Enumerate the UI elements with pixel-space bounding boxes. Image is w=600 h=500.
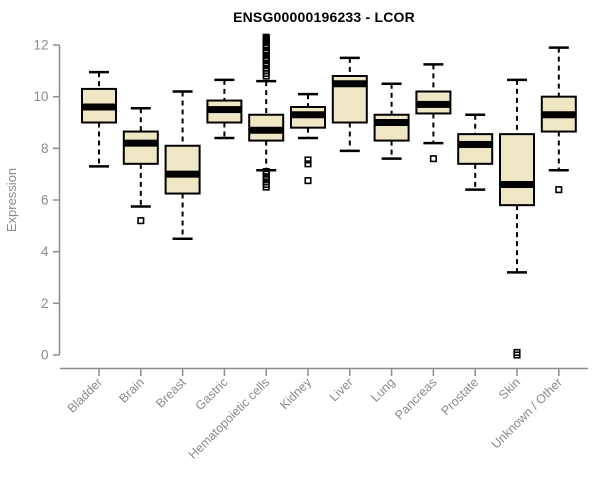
outlier-point — [137, 217, 145, 225]
boxplot-hematopoietic-cells — [248, 33, 285, 191]
outlier-point — [555, 186, 563, 194]
y-axis-tick-label: 2 — [41, 296, 49, 311]
x-axis-tick-label: Pancreas — [392, 375, 439, 422]
outlier-point — [262, 72, 270, 80]
chart-title: ENSG00000196233 - LCOR — [233, 9, 415, 25]
median-line — [332, 80, 367, 88]
outlier-point — [262, 183, 270, 191]
x-axis-tick-label: Bladder — [65, 375, 105, 415]
y-axis-tick-label: 8 — [41, 141, 49, 156]
boxplot-bladder — [81, 70, 117, 168]
x-axis-tick-label: Gastric — [193, 375, 231, 413]
boxplot-breast — [164, 90, 201, 240]
box-iqr — [164, 144, 201, 195]
boxplot-lung — [373, 82, 410, 160]
boxplot-prostate — [457, 113, 494, 191]
median-line — [165, 170, 200, 178]
x-axis-tick-label: Brain — [116, 375, 147, 406]
median-line — [458, 140, 493, 148]
box-iqr — [373, 113, 410, 142]
x-axis-tick-label: Lung — [368, 375, 398, 405]
outlier-point — [429, 155, 437, 163]
y-axis-tick-label: 10 — [33, 89, 48, 104]
median-line — [207, 106, 242, 114]
boxplot-unknown-other — [540, 46, 577, 194]
median-line — [82, 103, 116, 111]
y-axis-tick-label: 0 — [41, 348, 49, 363]
x-axis-tick-label: Hematopoietic cells — [186, 375, 273, 462]
y-axis-tick-label: 6 — [41, 193, 49, 208]
y-axis-tick-label: 12 — [33, 38, 48, 53]
x-axis-tick-label: Skin — [496, 375, 523, 402]
median-line — [249, 126, 284, 134]
boxplot-liver — [331, 56, 368, 153]
median-line — [123, 139, 158, 147]
box-iqr — [499, 133, 535, 207]
x-axis-tick-label: Liver — [327, 375, 356, 404]
x-axis-tick-label: Prostate — [438, 375, 481, 418]
boxplot-gastric — [206, 78, 243, 140]
boxplot-pancreas — [415, 63, 452, 163]
boxplot-brain — [122, 107, 159, 225]
median-line — [416, 100, 451, 108]
outlier-point — [304, 156, 312, 164]
median-line — [500, 181, 534, 188]
x-axis-tick-label: Breast — [153, 375, 189, 411]
box-iqr — [457, 133, 494, 165]
outlier-point — [304, 160, 312, 168]
outlier-point — [304, 177, 312, 185]
y-axis: 0 2 4 6 8 10 12 — [33, 38, 61, 363]
boxplot-skin — [499, 78, 535, 359]
median-line — [541, 111, 576, 119]
x-axis-tick-label: Unknown / Other — [489, 375, 565, 451]
x-axis-tick-label: Kidney — [277, 375, 314, 412]
median-line — [374, 119, 409, 126]
boxplot-kidney — [290, 92, 326, 185]
median-line — [291, 111, 325, 119]
y-axis-tick-label: 4 — [41, 244, 49, 259]
outlier-point — [513, 351, 521, 359]
box-iqr — [122, 130, 159, 165]
